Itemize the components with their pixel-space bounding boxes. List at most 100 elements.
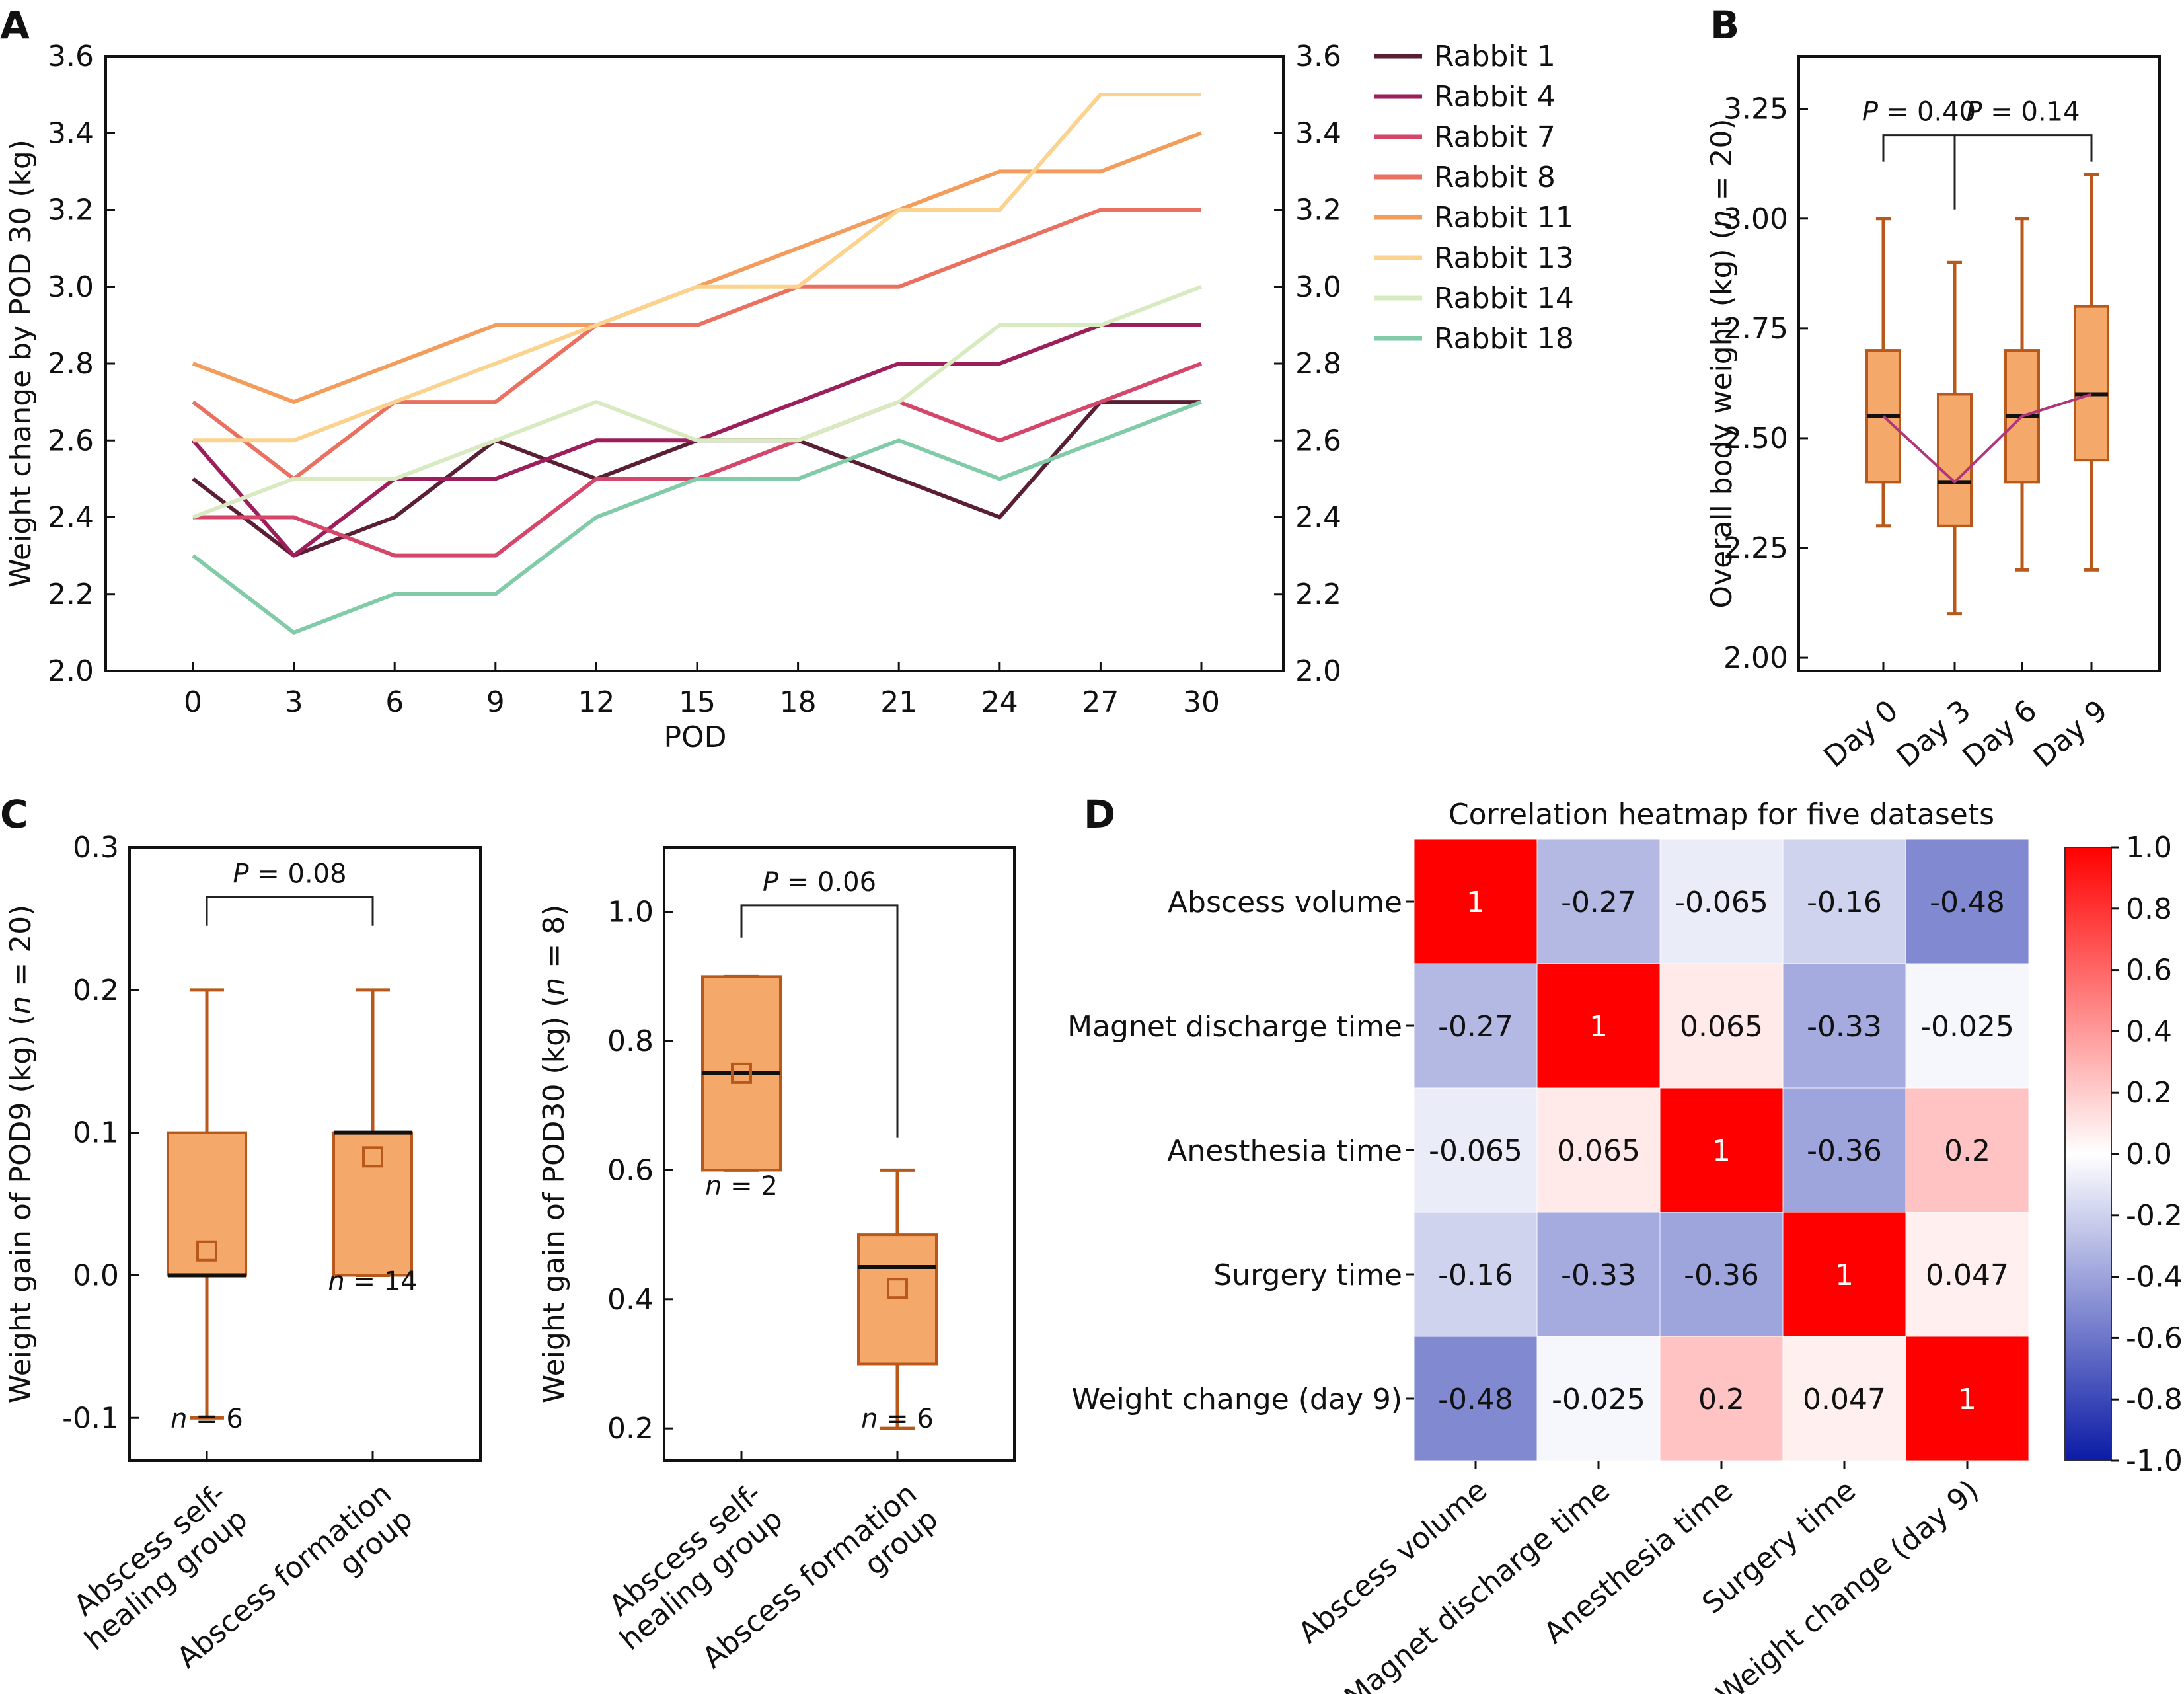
panel-b-ytick-label: 3.25 <box>1723 93 1788 126</box>
box-n-label-part-0: n <box>170 1404 187 1434</box>
panel-b-ytick-label: 2.00 <box>1723 641 1788 675</box>
panel-a-xtick-label: 15 <box>679 685 716 719</box>
significance-bracket <box>1882 134 1956 210</box>
panel-b-y-axis-label-part-2: = 20) <box>1705 118 1739 210</box>
heatmap-cell-value: 1 <box>1712 1134 1731 1168</box>
heatmap-row-label: Anesthesia time <box>1167 1134 1402 1168</box>
panel-b-y-axis-label: Overall body weight (kg) (n = 20) <box>1705 118 1739 608</box>
significance-bracket <box>740 904 899 1138</box>
colorbar-tick-label: 0.4 <box>2126 1015 2172 1048</box>
heatmap-cell-value: -0.33 <box>1807 1010 1882 1044</box>
panel-b-y-axis-label-part-1: n <box>1705 210 1739 228</box>
p-value-label-part-0: P <box>1966 97 1982 128</box>
legend-label: Rabbit 18 <box>1434 322 1574 356</box>
heatmap-cell <box>1783 1336 1906 1461</box>
x-category-label: Day 9 <box>2027 693 2115 774</box>
heatmap-cell <box>1906 1088 2029 1212</box>
colorbar <box>2064 847 2112 1461</box>
panel-a-ytick-label-right: 3.6 <box>1295 40 1341 73</box>
box-n-label: n = 2 <box>705 1171 778 1202</box>
panel-c2-ytick-label: 0.8 <box>607 1024 654 1058</box>
panel-a-ytick-label-right: 3.2 <box>1295 194 1341 227</box>
significance-bracket <box>1953 134 2093 210</box>
panel-a-xtick-label: 3 <box>285 685 303 719</box>
panel-a-xtick-label: 18 <box>780 685 817 719</box>
heatmap-cell <box>1537 839 1660 964</box>
panel-c1-ytick-label: 0.2 <box>73 974 119 1007</box>
x-category-label: Day 0 <box>1818 693 1905 774</box>
heatmap-cell-value: -0.025 <box>1920 1010 2014 1044</box>
heatmap-cell <box>1414 1336 1537 1461</box>
panel-c1-ytick-label: 0.3 <box>73 831 119 865</box>
heatmap-cell <box>1660 1212 1783 1336</box>
panel-c2-ytick-label: 1.0 <box>607 896 654 929</box>
colorbar-tick-label: 0.2 <box>2126 1076 2172 1110</box>
p-value-label-part-0: P <box>763 867 779 898</box>
panel-a-xtick-label: 27 <box>1082 685 1119 719</box>
heatmap-cell <box>1537 1336 1660 1461</box>
heatmap-cell-value: -0.16 <box>1807 886 1882 919</box>
box-body <box>2074 305 2109 462</box>
panel-a-xtick-label: 12 <box>578 685 615 719</box>
heatmap-cell-value: -0.025 <box>1552 1383 1645 1416</box>
box-n-label-part-1: = 6 <box>187 1404 243 1434</box>
panel-a-ytick-label-left: 3.0 <box>48 270 94 304</box>
heatmap-cell <box>1660 1088 1783 1212</box>
legend-label: Rabbit 13 <box>1434 241 1574 275</box>
colorbar-tick-label: 0.8 <box>2126 892 2172 926</box>
panel-a-xtick-label: 24 <box>981 685 1018 719</box>
heatmap-cell <box>1414 1088 1537 1212</box>
box-n-label-part-0: n <box>328 1266 344 1297</box>
heatmap-cell <box>1414 1212 1537 1336</box>
series-line-rabbit-11 <box>192 131 1203 404</box>
heatmap-cell-value: -0.48 <box>1930 886 2005 919</box>
panel-label-c: C <box>0 792 28 837</box>
panel-label-b: B <box>1710 3 1739 48</box>
legend-label: Rabbit 11 <box>1434 201 1574 235</box>
heatmap-cell <box>1906 1336 2029 1461</box>
heatmap-cell <box>1783 1088 1906 1212</box>
panel-b-ytick-label: 3.00 <box>1723 202 1788 236</box>
panel-label-d: D <box>1084 792 1115 837</box>
panel-a-ytick-label-left: 2.0 <box>48 654 94 688</box>
panel-a-xtick-label: 6 <box>385 685 404 719</box>
series-line-rabbit-8 <box>192 208 1201 481</box>
heatmap-row-label: Magnet discharge time <box>1067 1010 1402 1044</box>
box-n-label-part-1: = 14 <box>345 1266 418 1297</box>
heatmap-cell-value: 1 <box>1466 886 1485 919</box>
panel-b-y-axis-label-part-0: Overall body weight (kg) ( <box>1705 228 1739 608</box>
panel-a-xtick-label: 30 <box>1183 685 1220 719</box>
panel-c2-y-axis-label-part-2: = 8) <box>537 905 571 978</box>
heatmap-cell <box>1660 964 1783 1088</box>
panel-c2-y-axis-label: Weight gain of POD30 (kg) (n = 8) <box>537 905 571 1403</box>
p-value-label-part-0: P <box>1862 97 1879 128</box>
heatmap-cell-value: 1 <box>1589 1010 1608 1044</box>
panel-c1-ytick-label: 0.1 <box>73 1116 119 1150</box>
box-n-label-part-1: = 6 <box>878 1404 933 1434</box>
panel-c1-y-axis-label-part-2: = 20) <box>4 905 38 996</box>
p-value-label: P = 0.08 <box>233 859 346 890</box>
panel-a-xtick-label: 21 <box>880 685 917 719</box>
heatmap-cell-value: 0.065 <box>1680 1010 1763 1044</box>
box-mean-marker <box>887 1278 908 1299</box>
box-body <box>1937 393 1973 527</box>
heatmap-cell <box>1414 964 1537 1088</box>
panel-a-y-axis-label: Weight change by POD 30 (kg) <box>4 139 38 588</box>
series-line-rabbit-13 <box>193 93 1201 443</box>
panel-c1-plot-frame <box>128 846 482 1462</box>
panel-c1-y-axis-label-part-1: n <box>4 996 38 1015</box>
panel-b-ytick-label: 2.50 <box>1723 422 1788 455</box>
panel-a-ytick-label-left: 3.2 <box>48 194 94 227</box>
panel-c1-ytick-label: -0.1 <box>62 1401 119 1435</box>
panel-a-ytick-label-right: 2.6 <box>1295 424 1341 457</box>
panel-a-ytick-label-left: 2.6 <box>48 424 94 457</box>
box-mean-marker <box>362 1146 383 1168</box>
heatmap-cell <box>1414 839 1537 964</box>
box-n-label: n = 14 <box>328 1266 417 1297</box>
panel-a-xtick-label: 0 <box>184 685 202 719</box>
series-line-rabbit-18 <box>192 400 1203 635</box>
box-n-label-part-1: = 2 <box>722 1171 777 1202</box>
p-value-label: P = 0.14 <box>1966 97 2080 128</box>
legend-label: Rabbit 1 <box>1434 40 1556 73</box>
p-value-label-part-0: P <box>233 859 249 890</box>
